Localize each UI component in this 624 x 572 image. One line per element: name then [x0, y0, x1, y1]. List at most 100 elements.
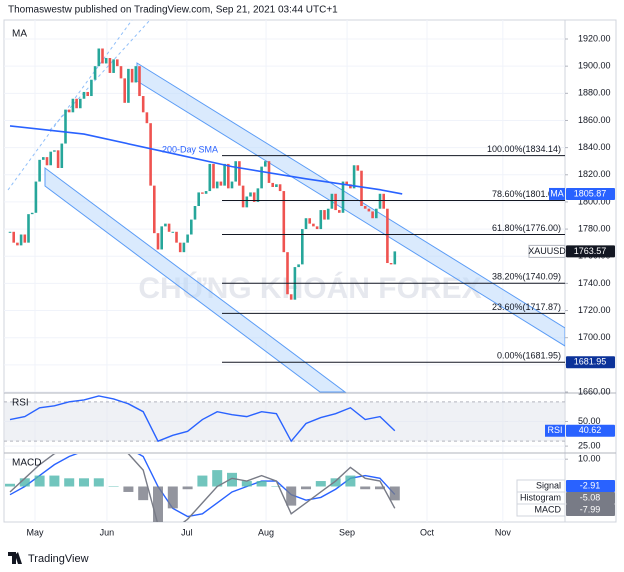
histogram-bar	[79, 478, 89, 487]
candle	[297, 264, 300, 268]
rsi-line	[9, 395, 396, 443]
sma-annotation: 200-Day SMA	[162, 144, 218, 154]
price-tag-label: 1681.95	[574, 357, 607, 367]
histogram-bar	[345, 475, 356, 487]
histogram-bar	[182, 486, 193, 490]
name-tag-label: MA	[550, 188, 564, 198]
candle	[360, 170, 363, 206]
price-tag-label: 40.62	[579, 425, 602, 435]
frame	[3, 19, 617, 523]
histogram-bar	[212, 470, 223, 487]
candle	[349, 184, 352, 189]
candle	[301, 229, 304, 265]
price-tag	[566, 424, 615, 437]
candle	[8, 231, 12, 233]
y-tick-label: 1860.00	[578, 115, 611, 125]
candle	[186, 234, 189, 243]
candle	[16, 242, 19, 246]
candle	[86, 91, 89, 97]
candle	[312, 223, 315, 227]
pane-title: RSI	[12, 398, 29, 409]
candle	[252, 192, 256, 202]
price-pane: 100.00%(1834.14) 78.60%(1801.01) 61.80%(17…	[8, 48, 565, 363]
candle	[171, 231, 175, 233]
histogram-bar	[389, 486, 400, 501]
price-tag	[566, 504, 615, 516]
candle	[49, 151, 52, 166]
candle	[289, 294, 293, 300]
y-tick-label: 1920.00	[578, 33, 611, 43]
candle	[75, 98, 78, 109]
candle	[27, 214, 30, 243]
candle	[175, 231, 178, 243]
candle	[160, 226, 163, 250]
logo-icon	[8, 552, 22, 564]
pane-title: MACD	[12, 458, 41, 469]
candle	[286, 252, 289, 295]
y-tick-label: 1660.00	[578, 386, 611, 396]
candle	[204, 191, 208, 194]
candle	[330, 193, 334, 209]
candle	[271, 182, 274, 187]
macd-pane	[5, 454, 400, 522]
fib-label: 38.20%(1740.09)	[492, 272, 561, 282]
channel-lower	[44, 167, 347, 393]
macd-line	[9, 454, 396, 522]
rsi-band	[4, 401, 565, 442]
candle	[227, 163, 230, 189]
header: Thomaswestw published on TradingView.com…	[8, 5, 338, 16]
candle	[215, 181, 219, 189]
candle	[393, 251, 397, 265]
y-tick-label: 1720.00	[578, 305, 611, 315]
histogram-bar	[286, 486, 297, 506]
histogram-bar	[34, 475, 45, 487]
candle	[223, 163, 226, 186]
candle	[338, 210, 341, 213]
y-tick-label: 10.00	[578, 454, 601, 464]
histogram-bar	[227, 472, 237, 487]
candle	[56, 150, 60, 168]
candle	[201, 192, 204, 194]
x-tick-label: May	[26, 527, 44, 537]
histogram-bar	[241, 481, 252, 487]
legend-name: Histogram	[520, 492, 561, 502]
price-tag-label: -7.99	[580, 504, 601, 514]
candle	[42, 157, 45, 160]
candle	[371, 211, 374, 219]
candle	[127, 68, 130, 103]
candle	[156, 233, 160, 250]
candle	[116, 59, 119, 67]
y-tick-label: 1740.00	[578, 278, 611, 288]
name-tag-label: RSI	[547, 425, 562, 435]
candle	[197, 192, 200, 206]
candle	[256, 188, 260, 202]
candle	[19, 234, 23, 246]
histogram-bar	[271, 486, 282, 487]
x-tick-label: Oct	[420, 527, 435, 537]
candle	[123, 78, 126, 103]
y-tick-label: 1700.00	[578, 332, 611, 342]
candle	[323, 210, 326, 220]
macd-line	[9, 454, 396, 518]
sma-line	[9, 125, 403, 195]
price-tag	[566, 480, 615, 492]
candle	[375, 208, 378, 219]
candle	[182, 242, 186, 253]
price-tag	[566, 187, 615, 200]
histogram-bar	[5, 483, 15, 487]
candle	[90, 79, 93, 97]
y-tick-label: 50.00	[578, 416, 601, 426]
candle	[134, 66, 138, 83]
candle	[363, 206, 367, 209]
candle	[304, 218, 308, 230]
price-tag	[566, 356, 615, 369]
candle	[119, 66, 123, 79]
candle	[71, 98, 75, 113]
histogram-bar	[360, 486, 371, 490]
candle	[278, 184, 282, 192]
candle	[64, 109, 67, 144]
candle	[153, 185, 156, 234]
candle	[238, 161, 241, 186]
candle	[326, 208, 330, 220]
